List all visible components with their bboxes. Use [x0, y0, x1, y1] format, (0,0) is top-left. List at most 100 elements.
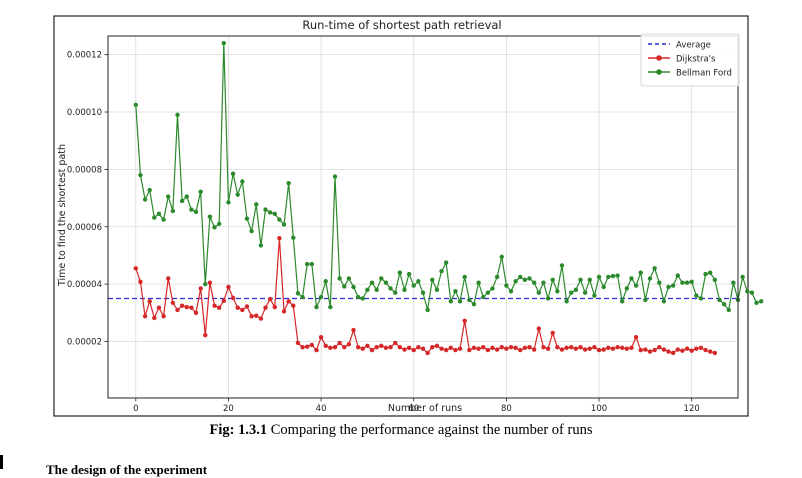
- bellman-ford-point: [726, 307, 731, 313]
- dijkstra-point: [304, 344, 310, 349]
- x-tick-label: 0: [133, 404, 138, 414]
- dijkstra-point: [587, 346, 592, 351]
- bellman-ford-point: [152, 215, 157, 220]
- bellman-ford-point: [383, 280, 389, 285]
- bellman-ford-point: [541, 280, 546, 285]
- bellman-ford-point: [513, 279, 518, 284]
- dijkstra-point: [457, 346, 463, 351]
- bellman-ford-point: [355, 294, 361, 300]
- dijkstra-point: [513, 345, 518, 350]
- dijkstra-point: [582, 347, 588, 352]
- bellman-ford-point: [411, 283, 416, 288]
- bellman-ford-point: [596, 274, 602, 280]
- dijkstra-point: [434, 343, 440, 348]
- dijkstra-point: [420, 346, 426, 351]
- dijkstra-point: [573, 346, 579, 351]
- bellman-ford-point: [226, 200, 231, 205]
- dijkstra-point: [476, 346, 481, 351]
- dijkstra-point: [379, 343, 384, 348]
- dijkstra-point: [230, 295, 236, 301]
- dijkstra-point: [161, 314, 166, 319]
- bellman-ford-point: [462, 274, 467, 280]
- bellman-ford-point: [485, 290, 491, 295]
- dijkstra-point: [175, 307, 180, 313]
- dijkstra-point: [397, 345, 403, 350]
- dijkstra-point: [212, 303, 217, 308]
- dijkstra-point: [684, 346, 690, 351]
- dijkstra-point: [184, 304, 189, 310]
- bellman-ford-point: [758, 299, 764, 304]
- bellman-ford-point: [453, 289, 458, 294]
- bellman-ford-point: [221, 40, 227, 46]
- dijkstra-point: [430, 345, 435, 350]
- dijkstra-point: [615, 345, 620, 350]
- dijkstra-point: [448, 345, 453, 350]
- bellman-ford-point: [267, 210, 273, 215]
- dijkstra-point: [578, 345, 583, 350]
- dijkstra-point: [564, 345, 569, 350]
- bellman-ford-point: [740, 274, 745, 280]
- bellman-ford-point: [749, 290, 755, 295]
- dijkstra-point: [291, 303, 296, 308]
- bellman-ford-point: [351, 284, 356, 290]
- bellman-ford-point: [481, 294, 486, 300]
- bellman-ford-point: [712, 277, 718, 283]
- dijkstra-point: [619, 345, 625, 350]
- bellman-ford-point: [615, 273, 620, 278]
- bellman-ford-point: [314, 304, 319, 310]
- dijkstra-point: [156, 305, 162, 310]
- dijkstra-series: [133, 236, 718, 356]
- bellman-ford-point: [689, 279, 694, 285]
- dijkstra-point: [499, 345, 504, 350]
- dijkstra-point: [221, 298, 227, 303]
- dijkstra-point: [559, 347, 565, 352]
- bellman-ford-point: [661, 299, 667, 304]
- dijkstra-point: [666, 349, 671, 354]
- dijkstra-point: [346, 342, 352, 347]
- dijkstra-point: [541, 345, 546, 350]
- dijkstra-point: [443, 347, 449, 353]
- bellman-ford-point: [490, 286, 495, 291]
- bellman-ford-point: [569, 290, 574, 295]
- legend-bellman-marker: [656, 69, 662, 75]
- bellman-ford-point: [629, 276, 634, 281]
- dijkstra-point: [592, 345, 597, 350]
- y-tick-label: 0.00006: [67, 223, 102, 233]
- dijkstra-point: [295, 340, 301, 346]
- bellman-ford-point: [684, 280, 690, 285]
- dijkstra-point: [203, 332, 208, 338]
- bellman-ford-point: [694, 293, 699, 298]
- bellman-ford-point: [619, 299, 625, 304]
- dijkstra-point: [606, 345, 611, 350]
- bellman-ford-point: [216, 221, 222, 227]
- bellman-ford-point: [406, 271, 412, 277]
- dijkstra-point: [369, 347, 375, 353]
- bellman-ford-point: [555, 289, 560, 294]
- dijkstra-point: [545, 346, 551, 351]
- bellman-ford-point: [240, 179, 245, 184]
- bellman-ford-point: [207, 214, 213, 219]
- dijkstra-point: [638, 347, 643, 353]
- dijkstra-point: [147, 299, 152, 304]
- dijkstra-point: [244, 304, 250, 309]
- dijkstra-point: [281, 309, 287, 314]
- bellman-ford-point: [263, 207, 268, 212]
- dijkstra-point: [142, 314, 148, 319]
- dijkstra-point: [360, 346, 365, 351]
- dijkstra-point: [494, 347, 500, 352]
- bellman-ford-point: [698, 296, 704, 301]
- dijkstra-point: [258, 316, 264, 321]
- dijkstra-point: [471, 345, 477, 350]
- caption-prefix: Fig: 1.3.1: [209, 422, 268, 438]
- bellman-ford-point: [443, 260, 449, 265]
- legend-dijkstra-marker: [656, 55, 662, 61]
- bellman-ford-point: [425, 307, 430, 313]
- dijkstra-point: [235, 305, 240, 310]
- bellman-ford-point: [179, 198, 185, 204]
- x-axis-label: Number of runs: [388, 403, 462, 414]
- bellman-ford-point: [420, 290, 426, 295]
- dijkstra-point: [712, 350, 718, 356]
- dijkstra-point: [406, 345, 412, 350]
- bellman-ford-point: [430, 277, 435, 283]
- dijkstra-point: [569, 345, 574, 350]
